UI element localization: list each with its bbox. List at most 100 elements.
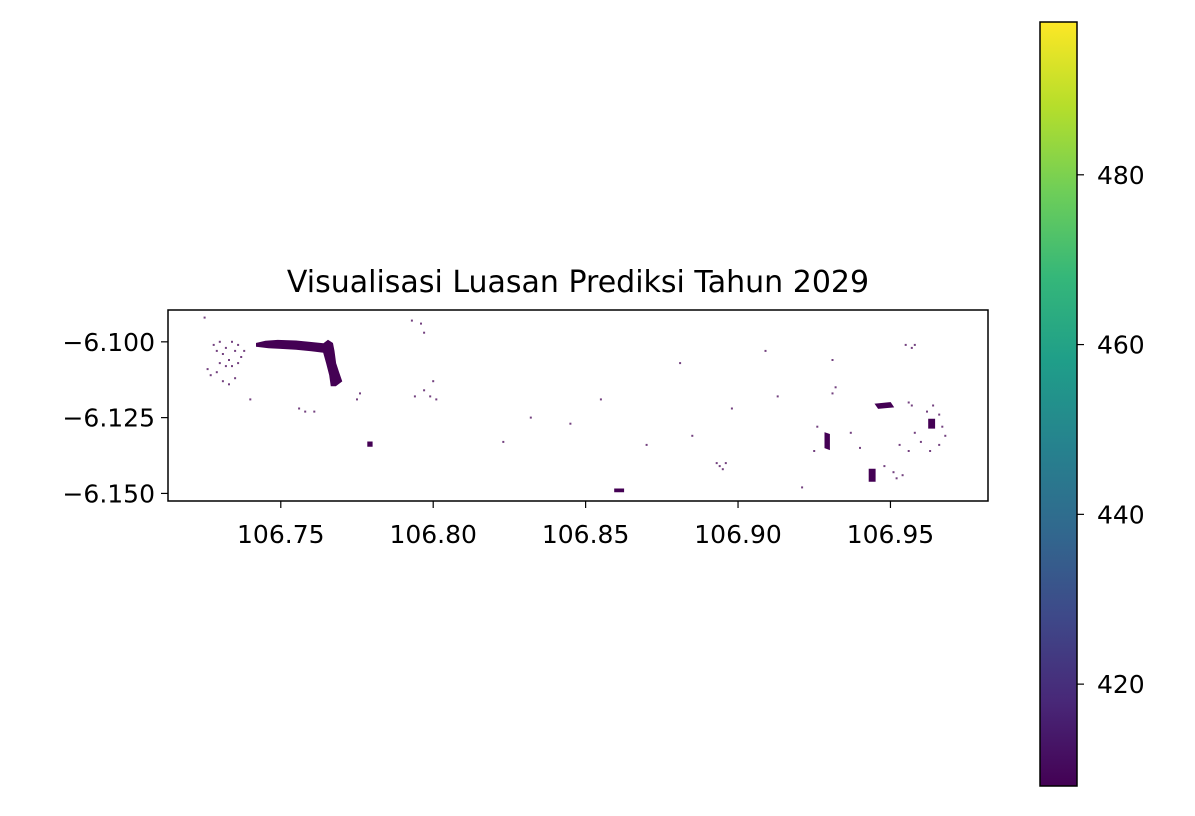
map-patch	[569, 422, 572, 425]
spot-east-4	[928, 418, 936, 429]
map-patch	[932, 404, 935, 407]
map-patch	[423, 331, 426, 334]
spot-center-left	[367, 441, 373, 447]
map-patch	[420, 322, 422, 325]
map-patch	[715, 462, 718, 465]
map-patch	[228, 383, 230, 386]
map-patch	[298, 407, 301, 410]
map-patch	[432, 380, 435, 383]
map-patch	[435, 398, 438, 401]
map-patch	[944, 434, 947, 437]
map-patch	[907, 401, 910, 404]
colorbar-tick-label: 480	[1097, 161, 1145, 190]
colorbar-tick-label: 460	[1097, 331, 1145, 360]
map-patch	[926, 410, 928, 413]
map-patch	[212, 343, 215, 346]
map-patch	[691, 434, 694, 437]
map-patch	[813, 450, 816, 452]
map-patch	[218, 362, 221, 365]
colorbar-tick-label: 440	[1097, 500, 1145, 529]
x-tick-label: 106.80	[389, 520, 476, 549]
main-coastal-area	[255, 339, 343, 387]
y-tick-label: −6.100	[62, 328, 155, 357]
map-patch	[221, 380, 224, 383]
map-patch	[224, 365, 227, 368]
map-patch	[776, 395, 779, 398]
map-patch	[938, 413, 941, 416]
map-patch	[215, 349, 218, 352]
y-axis: −6.100 −6.125 −6.150	[62, 328, 168, 508]
map-plot-area	[168, 310, 988, 501]
spot-east-1	[874, 402, 895, 409]
colorbar	[1040, 22, 1077, 786]
spot-south	[614, 488, 625, 493]
map-patch	[231, 340, 233, 343]
colorbar-frame	[1039, 21, 1078, 787]
map-patch	[240, 356, 243, 358]
map-patch	[721, 468, 724, 471]
map-patch	[234, 377, 237, 380]
map-patch	[237, 362, 240, 365]
map-patch	[816, 425, 819, 428]
map-patch	[413, 395, 416, 398]
map-patch	[423, 389, 426, 392]
map-patch	[913, 343, 916, 346]
map-patch	[234, 349, 237, 352]
map-patch	[910, 346, 913, 349]
map-patch	[941, 425, 944, 428]
map-patch	[883, 465, 886, 468]
map-patch	[910, 404, 913, 407]
map-patch	[599, 398, 602, 401]
map-patch	[356, 398, 358, 401]
map-patch	[313, 410, 316, 413]
map-patch	[502, 440, 505, 443]
spot-east-2	[824, 432, 830, 451]
map-patch	[938, 443, 941, 446]
map-patch	[249, 398, 252, 401]
map-patch	[730, 407, 733, 410]
x-tick-label: 106.95	[847, 520, 934, 549]
plot-frame	[167, 309, 989, 502]
map-patch	[209, 374, 212, 377]
map-patch	[901, 474, 904, 477]
map-patch	[907, 450, 910, 452]
map-patch	[224, 346, 227, 349]
map-patch	[919, 440, 922, 443]
map-patch	[831, 392, 834, 395]
map-patch	[410, 319, 413, 322]
map-patch	[892, 471, 895, 474]
map-patch	[529, 416, 532, 419]
colorbar-axis: 420 440 460 480	[1077, 161, 1145, 699]
map-patch	[215, 371, 218, 374]
map-patch	[429, 395, 432, 398]
map-patch	[203, 316, 206, 319]
map-shapes	[203, 316, 947, 493]
map-patch	[724, 462, 727, 465]
map-patch	[218, 340, 221, 343]
map-patch	[718, 465, 721, 468]
colorbar-tick-label: 420	[1097, 670, 1145, 699]
x-tick-label: 106.85	[542, 520, 629, 549]
x-tick-label: 106.90	[694, 520, 781, 549]
y-tick-label: −6.150	[62, 479, 155, 508]
map-patch	[304, 410, 307, 413]
map-patch	[228, 359, 230, 361]
map-patch	[359, 392, 361, 395]
x-axis: 106.75 106.80 106.85 106.90 106.95	[237, 501, 934, 549]
map-patch	[679, 362, 682, 365]
map-patch	[898, 443, 901, 446]
y-tick-label: −6.125	[62, 404, 155, 433]
map-patch	[913, 431, 916, 434]
map-patch	[231, 365, 233, 368]
map-patch	[859, 446, 861, 449]
map-patch	[206, 368, 209, 371]
map-patch	[834, 386, 837, 389]
map-patch	[645, 443, 648, 446]
map-patch	[764, 349, 767, 352]
chart-title: Visualisasi Luasan Prediksi Tahun 2029	[287, 265, 869, 300]
map-patch	[801, 486, 804, 489]
map-patch	[221, 353, 224, 355]
map-patch	[929, 450, 932, 452]
map-patch	[243, 349, 246, 352]
